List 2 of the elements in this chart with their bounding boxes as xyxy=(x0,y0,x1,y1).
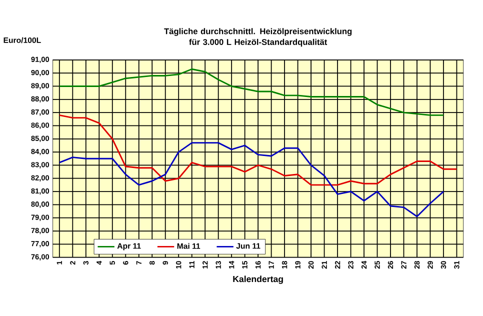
x-axis-title: Kalendertag xyxy=(233,276,283,284)
chart-title: Tägliche durchschnittl. Heizölpreisentwicklung für 3.000 L Heizöl-Standardqualität xyxy=(164,28,352,47)
